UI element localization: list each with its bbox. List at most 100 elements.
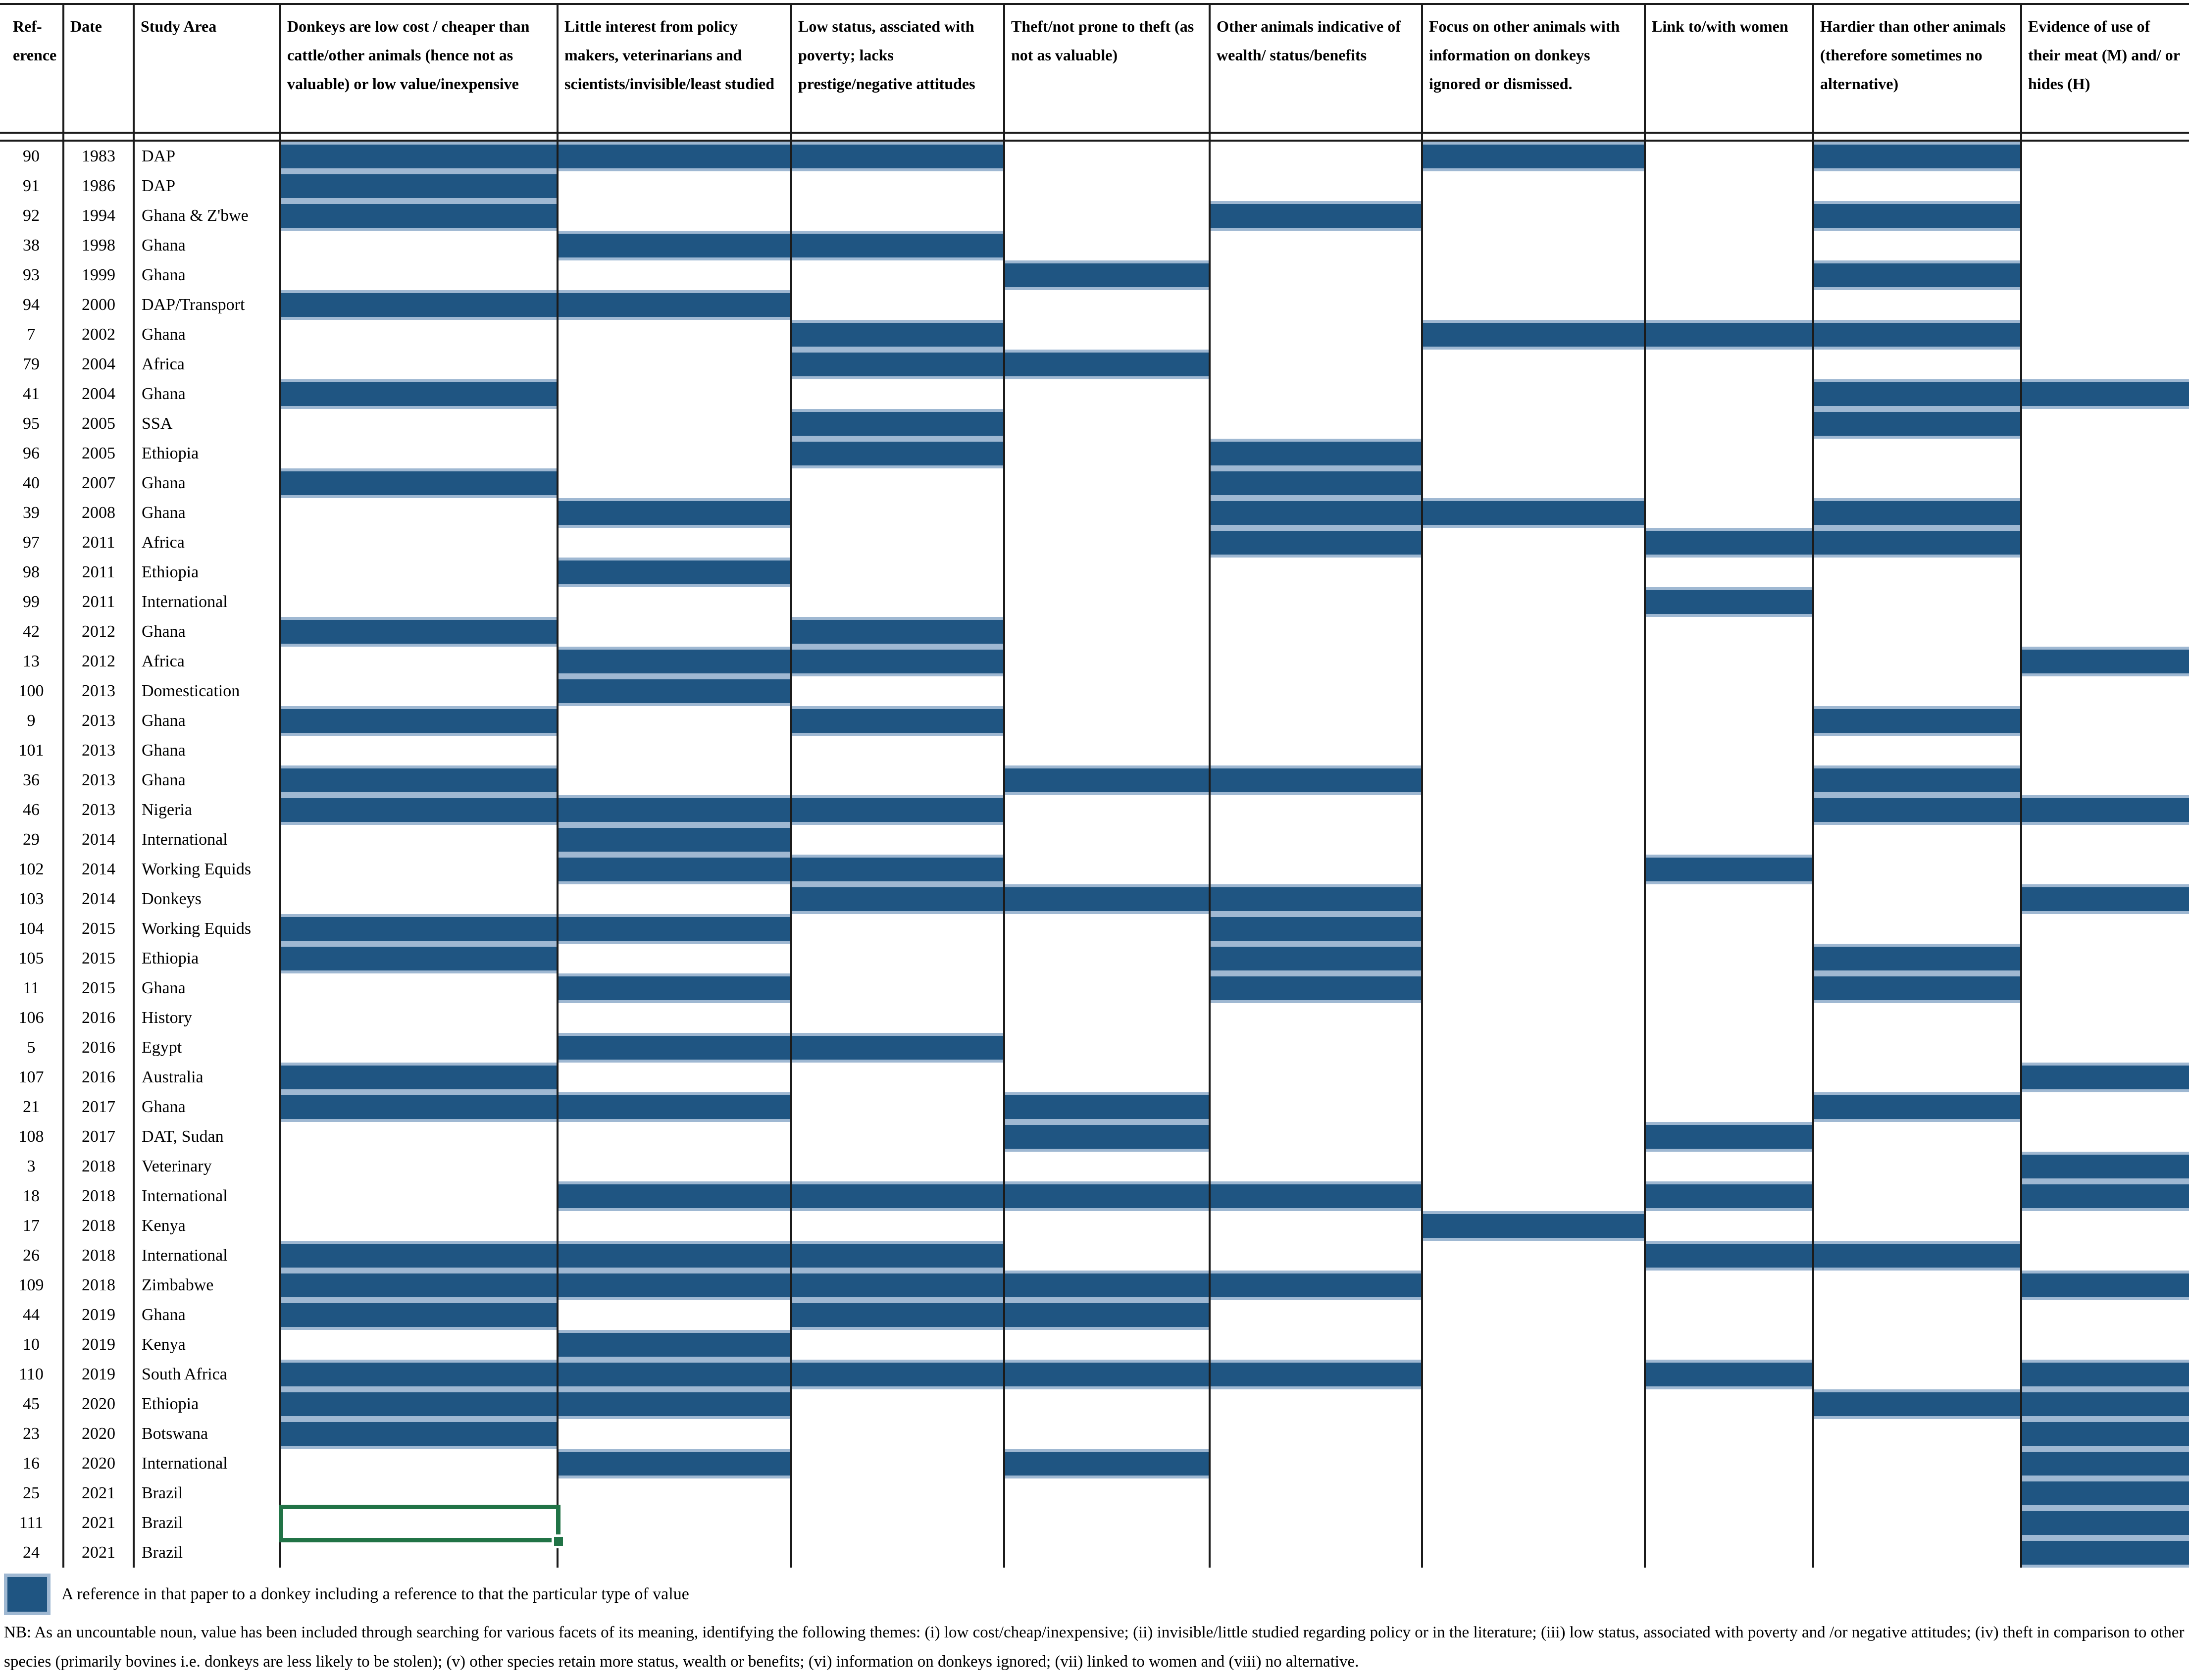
value-cell-empty-other_wealth[interactable] (1211, 1122, 1423, 1152)
value-cell-empty-other_wealth[interactable] (1211, 379, 1423, 409)
value-cell-empty-women[interactable] (1646, 825, 1814, 855)
cell-date[interactable]: 2013 (64, 736, 135, 765)
cell-reference[interactable]: 3 (0, 1152, 64, 1181)
value-cell-empty-theft[interactable] (1005, 676, 1211, 706)
value-cell-empty-meat_hides[interactable] (2022, 1330, 2189, 1360)
cell-study-area[interactable]: Ghana (135, 379, 281, 409)
value-cell-empty-little_interest[interactable] (559, 260, 792, 290)
value-cell-filled-theft[interactable] (1005, 1092, 1211, 1122)
value-cell-empty-meat_hides[interactable] (2022, 676, 2189, 706)
value-cell-empty-focus_other[interactable] (1423, 379, 1646, 409)
value-cell-empty-low_status[interactable] (792, 825, 1005, 855)
value-cell-empty-focus_other[interactable] (1423, 1092, 1646, 1122)
value-cell-empty-other_wealth[interactable] (1211, 260, 1423, 290)
value-cell-empty-hardier[interactable] (1814, 350, 2022, 379)
value-cell-empty-other_wealth[interactable] (1211, 320, 1423, 350)
value-cell-filled-low_status[interactable] (792, 1360, 1005, 1389)
cell-study-area[interactable]: Brazil (135, 1508, 281, 1538)
cell-reference[interactable]: 108 (0, 1122, 64, 1152)
value-cell-filled-little_interest[interactable] (559, 1330, 792, 1360)
value-cell-empty-focus_other[interactable] (1423, 171, 1646, 201)
cell-date[interactable]: 2018 (64, 1241, 135, 1271)
value-cell-empty-theft[interactable] (1005, 1241, 1211, 1271)
value-cell-empty-theft[interactable] (1005, 320, 1211, 350)
value-cell-empty-focus_other[interactable] (1423, 1003, 1646, 1033)
value-cell-filled-little_interest[interactable] (559, 1360, 792, 1389)
value-cell-empty-other_wealth[interactable] (1211, 142, 1423, 171)
cell-study-area[interactable]: Kenya (135, 1330, 281, 1360)
cell-date[interactable]: 2016 (64, 1003, 135, 1033)
value-cell-empty-focus_other[interactable] (1423, 1330, 1646, 1360)
value-cell-empty-meat_hides[interactable] (2022, 973, 2189, 1003)
value-cell-empty-other_wealth[interactable] (1211, 231, 1423, 260)
value-cell-empty-focus_other[interactable] (1423, 1152, 1646, 1181)
value-cell-empty-other_wealth[interactable] (1211, 617, 1423, 647)
value-cell-filled-hardier[interactable] (1814, 1389, 2022, 1419)
cell-date[interactable]: 2012 (64, 617, 135, 647)
value-cell-empty-women[interactable] (1646, 260, 1814, 290)
value-cell-filled-low_cost[interactable] (281, 1300, 559, 1330)
value-cell-empty-women[interactable] (1646, 350, 1814, 379)
value-cell-filled-other_wealth[interactable] (1211, 439, 1423, 468)
cell-date[interactable]: 2015 (64, 973, 135, 1003)
cell-date[interactable]: 2004 (64, 350, 135, 379)
cell-study-area[interactable]: DAP (135, 142, 281, 171)
value-cell-filled-little_interest[interactable] (559, 498, 792, 528)
value-cell-empty-hardier[interactable] (1814, 558, 2022, 587)
value-cell-empty-theft[interactable] (1005, 1003, 1211, 1033)
value-cell-empty-theft[interactable] (1005, 706, 1211, 736)
cell-reference[interactable]: 90 (0, 142, 64, 171)
value-cell-empty-hardier[interactable] (1814, 439, 2022, 468)
cell-date[interactable]: 2015 (64, 944, 135, 973)
cell-reference[interactable]: 94 (0, 290, 64, 320)
cell-study-area[interactable]: Brazil (135, 1538, 281, 1568)
value-cell-empty-low_status[interactable] (792, 587, 1005, 617)
value-cell-empty-little_interest[interactable] (559, 1152, 792, 1181)
cell-study-area[interactable]: Ghana (135, 231, 281, 260)
value-cell-empty-meat_hides[interactable] (2022, 914, 2189, 944)
value-cell-empty-meat_hides[interactable] (2022, 1033, 2189, 1063)
value-cell-empty-meat_hides[interactable] (2022, 587, 2189, 617)
cell-reference[interactable]: 24 (0, 1538, 64, 1568)
value-cell-filled-low_status[interactable] (792, 1300, 1005, 1330)
cell-reference[interactable]: 91 (0, 171, 64, 201)
value-cell-empty-other_wealth[interactable] (1211, 795, 1423, 825)
value-cell-empty-low_cost[interactable] (281, 1033, 559, 1063)
value-cell-empty-other_wealth[interactable] (1211, 1003, 1423, 1033)
value-cell-filled-meat_hides[interactable] (2022, 379, 2189, 409)
value-cell-empty-other_wealth[interactable] (1211, 1092, 1423, 1122)
value-cell-filled-other_wealth[interactable] (1211, 201, 1423, 231)
value-cell-filled-meat_hides[interactable] (2022, 647, 2189, 676)
cell-reference[interactable]: 96 (0, 439, 64, 468)
value-cell-empty-women[interactable] (1646, 944, 1814, 973)
value-cell-empty-other_wealth[interactable] (1211, 1033, 1423, 1063)
cell-study-area[interactable]: Ghana (135, 468, 281, 498)
value-cell-filled-low_status[interactable] (792, 1241, 1005, 1271)
value-cell-empty-meat_hides[interactable] (2022, 290, 2189, 320)
value-cell-filled-meat_hides[interactable] (2022, 1152, 2189, 1181)
value-cell-empty-little_interest[interactable] (559, 1063, 792, 1092)
cell-reference[interactable]: 39 (0, 498, 64, 528)
value-cell-empty-meat_hides[interactable] (2022, 231, 2189, 260)
cell-study-area[interactable]: Ethiopia (135, 558, 281, 587)
cell-reference[interactable]: 44 (0, 1300, 64, 1330)
value-cell-empty-low_cost[interactable] (281, 825, 559, 855)
cell-date[interactable]: 1983 (64, 142, 135, 171)
value-cell-empty-meat_hides[interactable] (2022, 944, 2189, 973)
value-cell-filled-theft[interactable] (1005, 1360, 1211, 1389)
value-cell-filled-theft[interactable] (1005, 1271, 1211, 1300)
value-cell-empty-focus_other[interactable] (1423, 1538, 1646, 1568)
value-cell-empty-meat_hides[interactable] (2022, 468, 2189, 498)
cell-study-area[interactable]: South Africa (135, 1360, 281, 1389)
value-cell-empty-other_wealth[interactable] (1211, 171, 1423, 201)
value-cell-empty-low_status[interactable] (792, 1211, 1005, 1241)
value-cell-empty-meat_hides[interactable] (2022, 1300, 2189, 1330)
cell-date[interactable]: 1986 (64, 171, 135, 201)
cell-study-area[interactable]: Donkeys (135, 884, 281, 914)
value-cell-filled-low_status[interactable] (792, 1271, 1005, 1300)
value-cell-empty-women[interactable] (1646, 1033, 1814, 1063)
cell-study-area[interactable]: DAT, Sudan (135, 1122, 281, 1152)
cell-reference[interactable]: 92 (0, 201, 64, 231)
cell-reference[interactable]: 42 (0, 617, 64, 647)
value-cell-empty-meat_hides[interactable] (2022, 409, 2189, 439)
